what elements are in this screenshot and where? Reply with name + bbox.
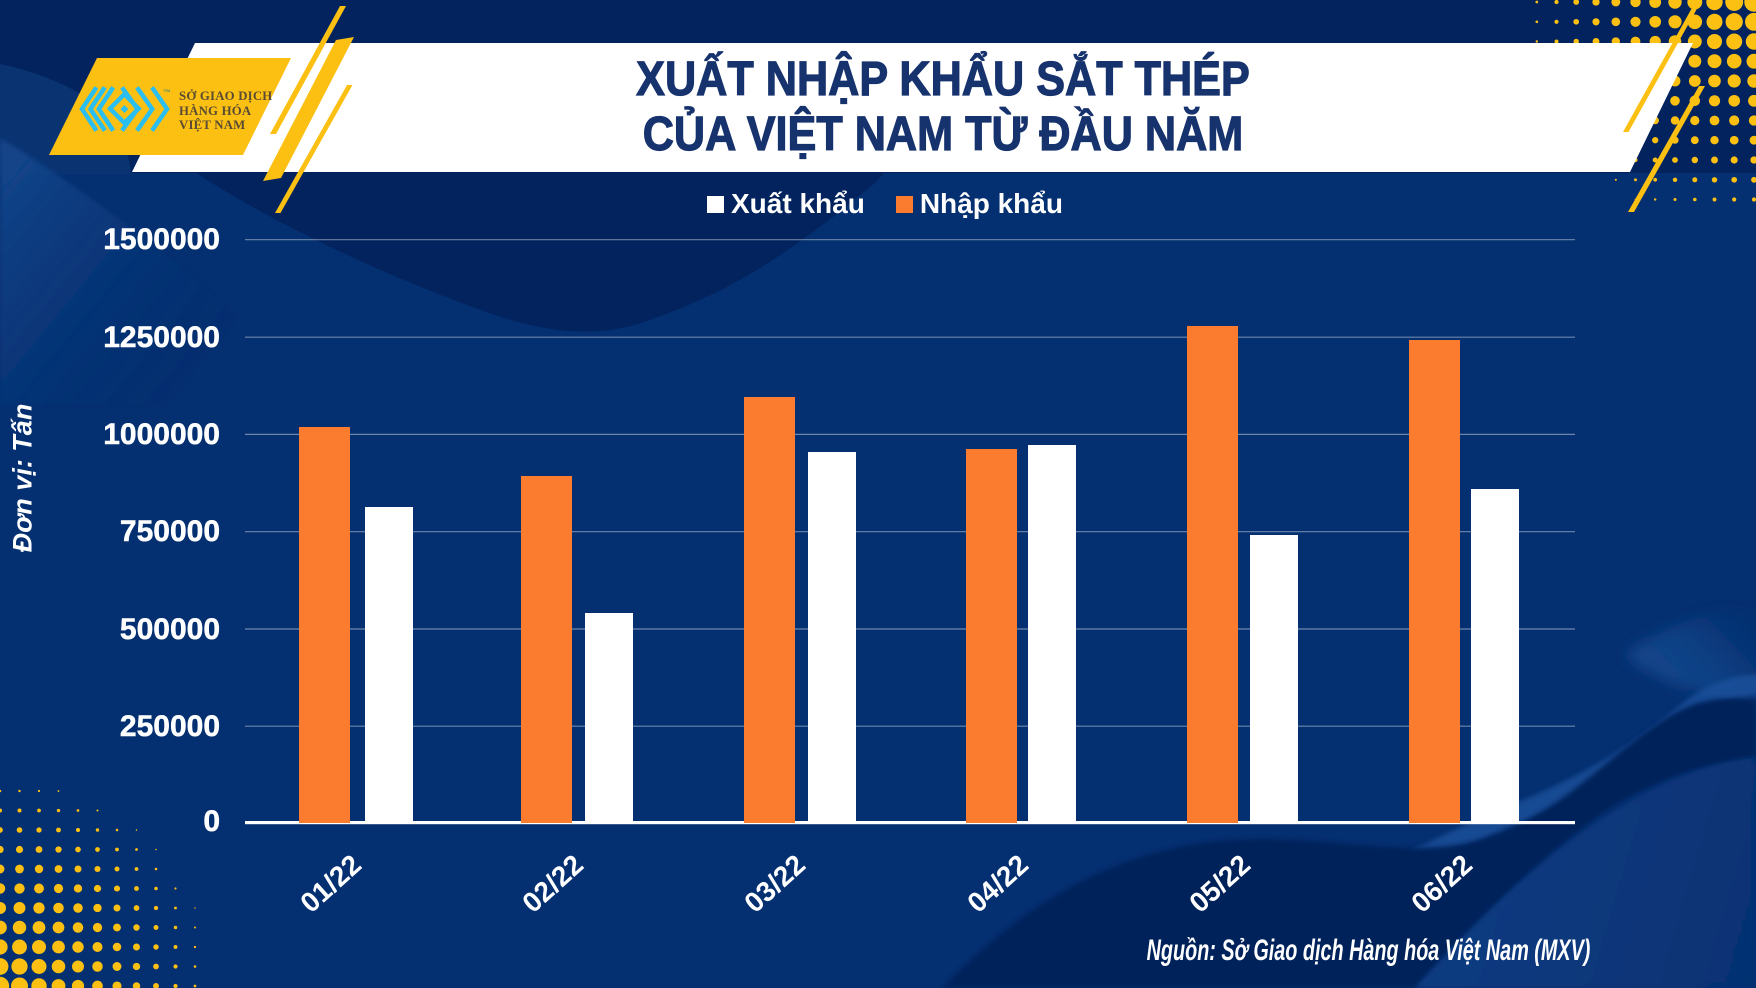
svg-text:™: ™ bbox=[163, 88, 171, 97]
